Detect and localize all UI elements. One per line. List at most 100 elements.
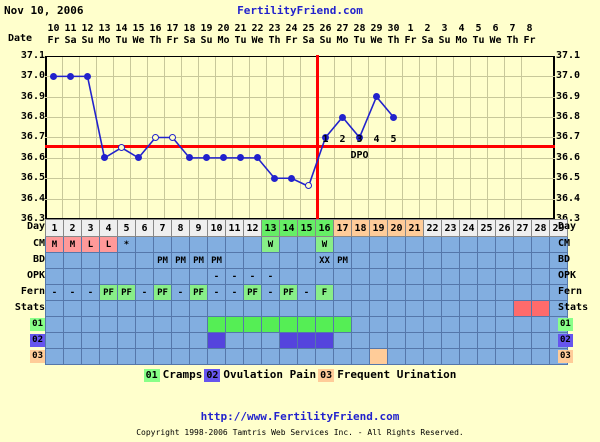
data-cell[interactable] — [117, 300, 136, 317]
data-cell[interactable] — [459, 332, 478, 349]
data-cell[interactable] — [279, 348, 298, 365]
data-cell[interactable] — [315, 332, 334, 349]
data-cell[interactable] — [225, 252, 244, 269]
data-cell[interactable]: - — [297, 284, 316, 301]
day-number-cell[interactable]: 26 — [495, 219, 514, 237]
data-cell[interactable]: - — [225, 268, 244, 285]
data-cell[interactable]: M — [63, 236, 82, 253]
temperature-point[interactable] — [168, 133, 176, 141]
data-cell[interactable] — [117, 332, 136, 349]
data-cell[interactable] — [45, 268, 64, 285]
data-cell[interactable] — [531, 268, 550, 285]
temperature-point[interactable] — [101, 154, 108, 162]
temperature-point[interactable] — [237, 154, 244, 162]
data-cell[interactable] — [153, 268, 172, 285]
data-cell[interactable] — [315, 268, 334, 285]
data-cell[interactable] — [495, 252, 514, 269]
data-cell[interactable] — [423, 236, 442, 253]
data-cell[interactable] — [243, 300, 262, 317]
data-cell[interactable] — [441, 284, 460, 301]
data-cell[interactable] — [279, 332, 298, 349]
data-cell[interactable]: PF — [243, 284, 262, 301]
temperature-point[interactable] — [339, 113, 346, 121]
data-cell[interactable] — [387, 300, 406, 317]
data-cell[interactable] — [441, 252, 460, 269]
data-cell[interactable]: M — [45, 236, 64, 253]
day-number-cell[interactable]: 21 — [405, 219, 424, 237]
day-number-cell[interactable]: 2 — [63, 219, 82, 237]
day-number-cell[interactable]: 23 — [441, 219, 460, 237]
data-cell[interactable] — [369, 332, 388, 349]
data-cell[interactable] — [405, 348, 424, 365]
data-cell[interactable] — [135, 348, 154, 365]
data-cell[interactable] — [189, 268, 208, 285]
day-number-cell[interactable]: 11 — [225, 219, 244, 237]
data-cell[interactable] — [261, 332, 280, 349]
data-cell[interactable] — [153, 236, 172, 253]
data-cell[interactable] — [117, 268, 136, 285]
data-cell[interactable] — [297, 252, 316, 269]
data-cell[interactable] — [171, 348, 190, 365]
data-cell[interactable] — [45, 332, 64, 349]
data-cell[interactable] — [225, 316, 244, 333]
data-cell[interactable] — [423, 348, 442, 365]
day-number-cell[interactable]: 10 — [207, 219, 226, 237]
data-cell[interactable] — [297, 316, 316, 333]
day-number-cell[interactable]: 22 — [423, 219, 442, 237]
data-cell[interactable] — [477, 284, 496, 301]
data-cell[interactable] — [351, 252, 370, 269]
data-cell[interactable] — [333, 236, 352, 253]
data-cell[interactable] — [135, 332, 154, 349]
data-cell[interactable] — [243, 316, 262, 333]
data-cell[interactable] — [495, 348, 514, 365]
temperature-point[interactable] — [84, 72, 91, 80]
day-number-cell[interactable]: 12 — [243, 219, 262, 237]
data-cell[interactable] — [189, 348, 208, 365]
data-cell[interactable] — [423, 316, 442, 333]
day-number-cell[interactable]: 27 — [513, 219, 532, 237]
data-cell[interactable] — [207, 300, 226, 317]
data-cell[interactable] — [531, 348, 550, 365]
data-cell[interactable] — [81, 348, 100, 365]
data-cell[interactable] — [441, 268, 460, 285]
data-cell[interactable] — [441, 300, 460, 317]
data-cell[interactable]: - — [171, 284, 190, 301]
data-cell[interactable] — [513, 316, 532, 333]
data-cell[interactable]: L — [99, 236, 118, 253]
temperature-point[interactable] — [322, 134, 329, 141]
data-cell[interactable]: PF — [153, 284, 172, 301]
data-cell[interactable] — [369, 236, 388, 253]
data-cell[interactable] — [99, 348, 118, 365]
data-cell[interactable] — [189, 316, 208, 333]
temperature-point[interactable] — [254, 154, 261, 162]
data-cell[interactable] — [369, 348, 388, 365]
data-cell[interactable] — [45, 252, 64, 269]
data-cell[interactable] — [459, 348, 478, 365]
data-cell[interactable] — [477, 316, 496, 333]
data-cell[interactable] — [387, 348, 406, 365]
data-cell[interactable] — [279, 300, 298, 317]
data-cell[interactable] — [333, 284, 352, 301]
data-cell[interactable] — [477, 268, 496, 285]
data-cell[interactable] — [333, 316, 352, 333]
data-cell[interactable] — [405, 316, 424, 333]
data-cell[interactable]: PF — [99, 284, 118, 301]
data-cell[interactable] — [207, 236, 226, 253]
data-cell[interactable] — [477, 252, 496, 269]
data-cell[interactable]: PM — [333, 252, 352, 269]
data-cell[interactable] — [405, 284, 424, 301]
data-cell[interactable] — [441, 332, 460, 349]
day-number-cell[interactable]: 1 — [45, 219, 64, 237]
data-cell[interactable]: - — [63, 284, 82, 301]
data-cell[interactable] — [279, 316, 298, 333]
data-cell[interactable] — [261, 252, 280, 269]
data-cell[interactable] — [459, 316, 478, 333]
data-cell[interactable] — [495, 236, 514, 253]
data-cell[interactable] — [513, 252, 532, 269]
data-cell[interactable] — [81, 252, 100, 269]
data-cell[interactable] — [189, 332, 208, 349]
day-number-cell[interactable]: 14 — [279, 219, 298, 237]
data-cell[interactable] — [459, 284, 478, 301]
data-cell[interactable] — [315, 316, 334, 333]
data-cell[interactable] — [297, 236, 316, 253]
